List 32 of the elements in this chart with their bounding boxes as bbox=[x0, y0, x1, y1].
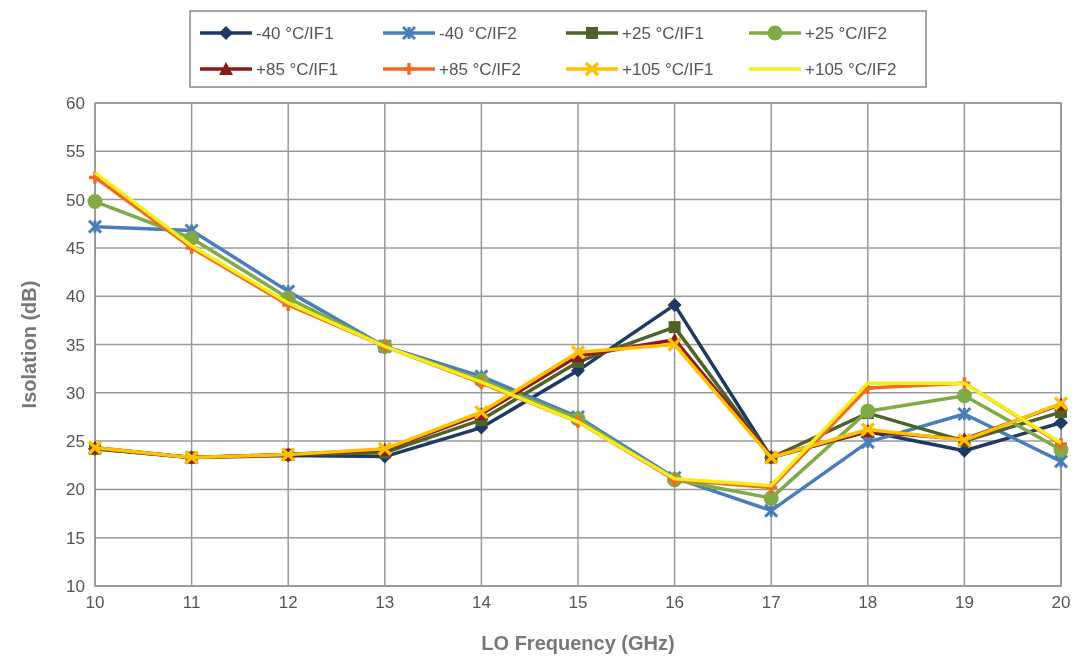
x-tick-label: 17 bbox=[761, 593, 781, 612]
y-tick-label: 25 bbox=[66, 432, 85, 452]
x-tick-label: 16 bbox=[665, 593, 685, 612]
y-tick-label: 55 bbox=[66, 142, 85, 162]
x-tick-label: 10 bbox=[85, 593, 105, 612]
legend-label: +25 °C/IF1 bbox=[622, 24, 704, 43]
y-tick-label: 60 bbox=[66, 94, 85, 113]
legend-label: +105 °C/IF1 bbox=[622, 60, 714, 79]
y-tick-label: 15 bbox=[66, 528, 85, 548]
x-tick-label: 18 bbox=[858, 593, 878, 612]
x-tick-label: 15 bbox=[568, 593, 588, 612]
x-tick-label: 14 bbox=[471, 593, 491, 612]
y-tick-label: 35 bbox=[66, 335, 85, 355]
y-tick-label: 45 bbox=[66, 238, 85, 258]
y-tick-label: 50 bbox=[66, 190, 85, 210]
legend-label: +85 °C/IF1 bbox=[256, 60, 338, 79]
legend-label: -40 °C/IF1 bbox=[256, 24, 334, 43]
y-tick-label: 40 bbox=[66, 287, 85, 307]
x-tick-label: 12 bbox=[278, 593, 298, 612]
y-tick-label: 10 bbox=[66, 577, 85, 596]
legend-label: +85 °C/IF2 bbox=[439, 60, 521, 79]
x-tick-label: 19 bbox=[954, 593, 974, 612]
x-tick-label: 11 bbox=[182, 593, 201, 612]
legend-label: -40 °C/IF2 bbox=[439, 24, 517, 43]
legend-label: +105 °C/IF2 bbox=[805, 60, 897, 79]
x-axis-title: LO Frequency (GHz) bbox=[481, 632, 675, 654]
y-tick-label: 20 bbox=[66, 480, 85, 500]
x-tick-label: 20 bbox=[1051, 593, 1071, 612]
y-tick-label: 30 bbox=[66, 383, 85, 403]
x-tick-label: 13 bbox=[375, 593, 395, 612]
legend-label: +25 °C/IF2 bbox=[805, 24, 887, 43]
y-axis-title: Isolation (dB) bbox=[18, 280, 40, 409]
